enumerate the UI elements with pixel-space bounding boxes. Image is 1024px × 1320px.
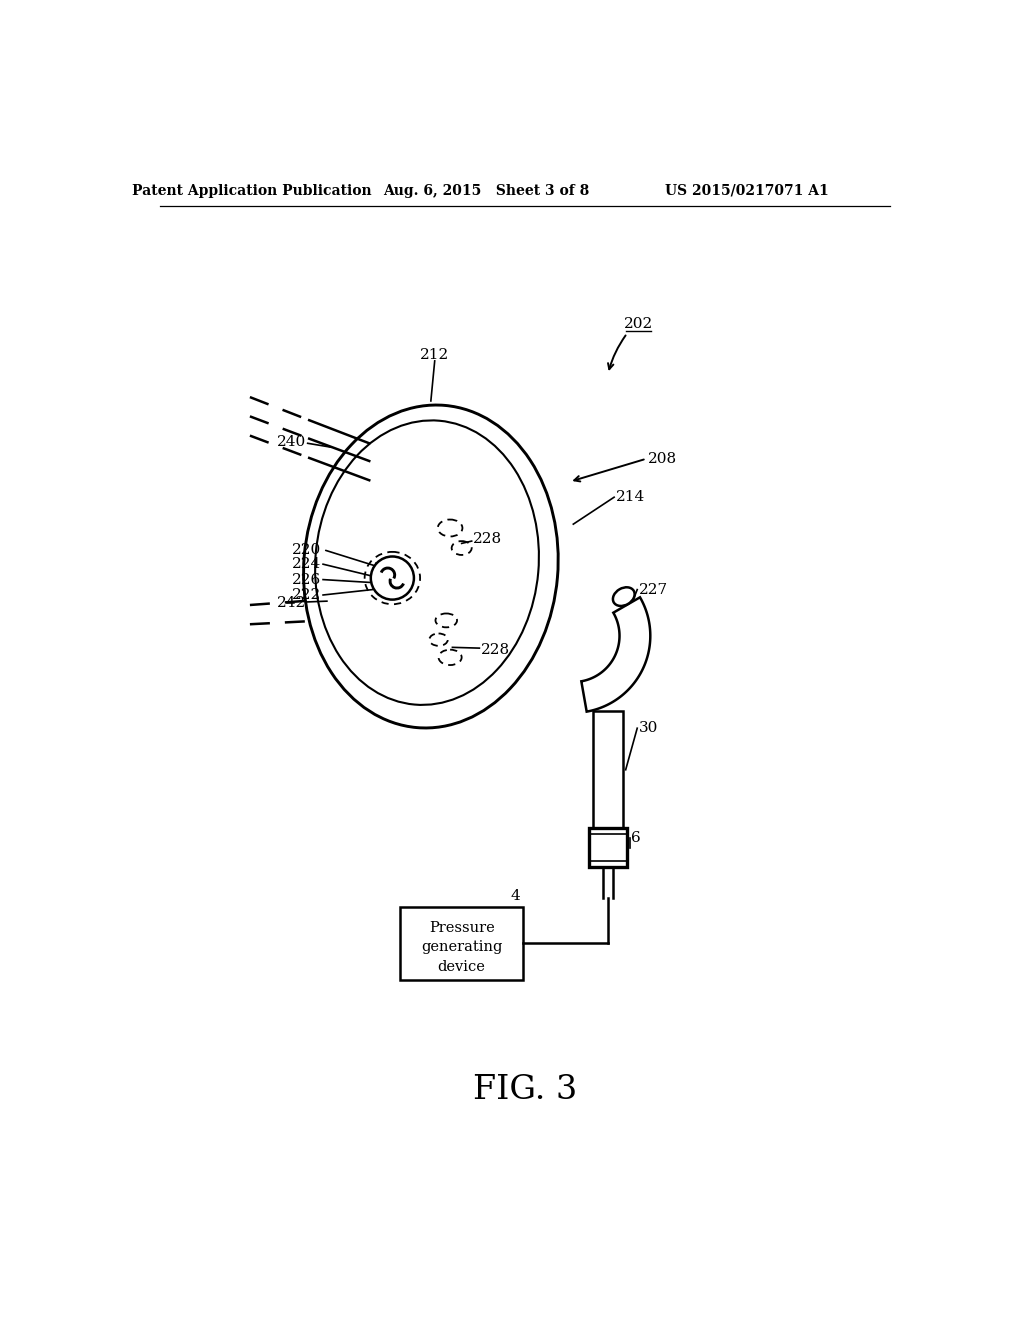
Text: Patent Application Publication: Patent Application Publication: [132, 183, 372, 198]
Ellipse shape: [303, 405, 558, 727]
Text: 226: 226: [292, 573, 322, 586]
Text: 30: 30: [639, 721, 658, 735]
Text: 4: 4: [511, 890, 520, 903]
Text: 224: 224: [292, 557, 322, 572]
Text: 212: 212: [420, 347, 450, 362]
Text: 208: 208: [648, 451, 677, 466]
Text: 242: 242: [276, 597, 306, 610]
Text: FIG. 3: FIG. 3: [473, 1074, 577, 1106]
Text: 214: 214: [615, 490, 645, 504]
Text: 202: 202: [625, 317, 653, 331]
Polygon shape: [582, 597, 650, 711]
Text: 6: 6: [631, 830, 641, 845]
Circle shape: [371, 557, 414, 599]
Ellipse shape: [613, 587, 635, 606]
FancyBboxPatch shape: [400, 907, 523, 979]
Polygon shape: [593, 711, 624, 829]
Polygon shape: [589, 829, 628, 867]
Text: 220: 220: [292, 543, 322, 557]
Text: Aug. 6, 2015   Sheet 3 of 8: Aug. 6, 2015 Sheet 3 of 8: [383, 183, 590, 198]
Text: US 2015/0217071 A1: US 2015/0217071 A1: [665, 183, 828, 198]
Text: 228: 228: [481, 643, 510, 656]
Text: Pressure
generating
device: Pressure generating device: [421, 921, 503, 974]
Text: 222: 222: [292, 587, 322, 602]
Text: 240: 240: [276, 434, 306, 449]
Text: 228: 228: [473, 532, 503, 545]
Text: 227: 227: [639, 582, 668, 597]
